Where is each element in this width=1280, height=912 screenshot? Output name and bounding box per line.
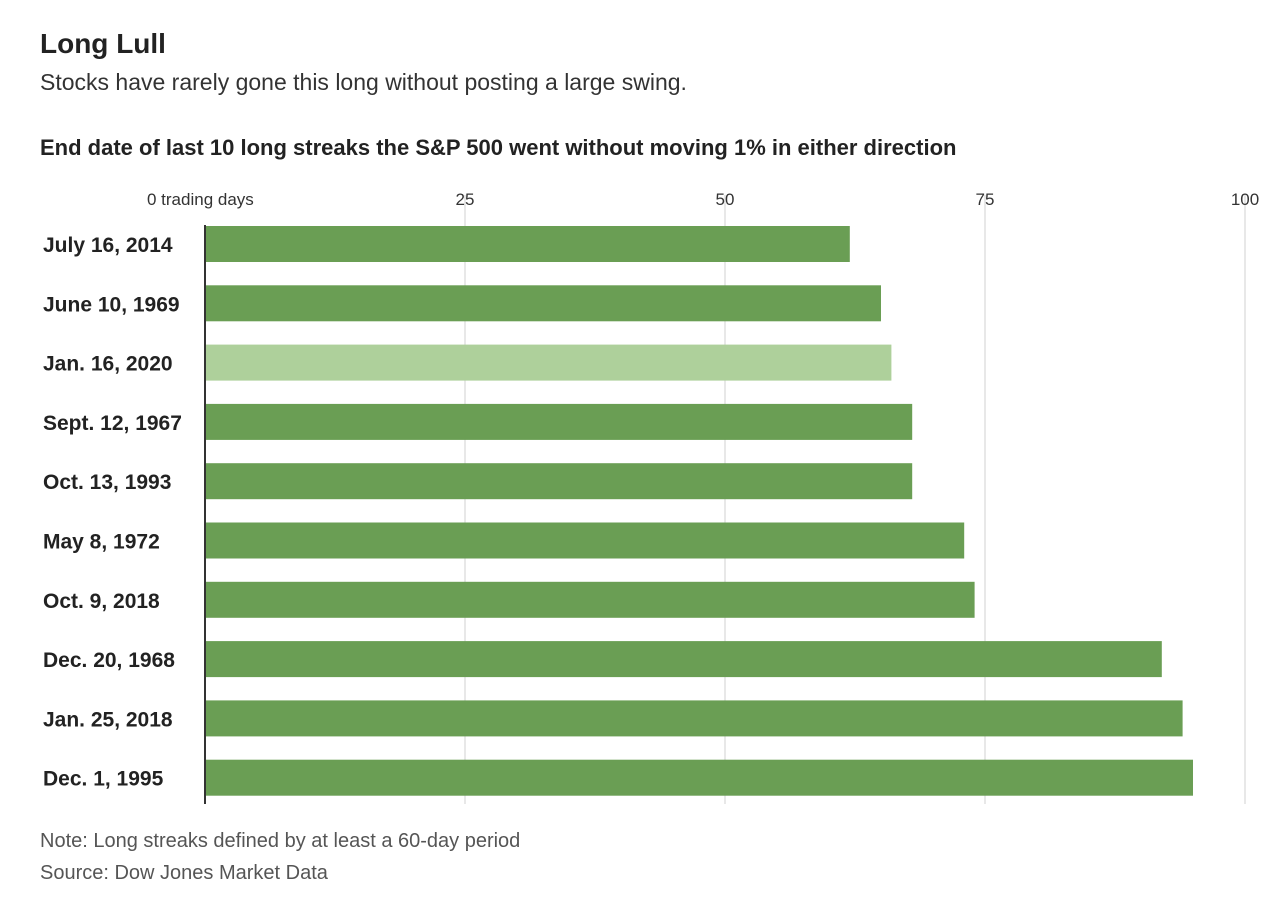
category-label: July 16, 2014 (43, 234, 173, 257)
category-label: Dec. 20, 1968 (43, 649, 175, 672)
category-label: Jan. 16, 2020 (43, 353, 173, 376)
bar-chart: 0 trading days 25 50 75 100 July 16, 2014 Jun… (43, 190, 1259, 804)
source-note: Source: Dow Jones Market Data (40, 862, 328, 884)
category-label: May 8, 1972 (43, 531, 160, 554)
bar (205, 463, 913, 500)
category-label: Jan. 25, 2018 (43, 708, 173, 731)
category-label: Sept. 12, 1967 (43, 412, 182, 435)
category-label: June 10, 1969 (43, 293, 180, 316)
bar (205, 285, 881, 322)
bar (205, 700, 1183, 737)
x-tick-label: 25 (456, 190, 475, 209)
x-tick-label: 75 (976, 190, 995, 209)
footnote: Note: Long streaks defined by at least a… (40, 830, 521, 852)
chart-title: End date of last 10 long streaks the S&P… (40, 135, 957, 160)
category-labels: July 16, 2014 June 10, 1969 Jan. 16, 2020 S… (43, 234, 182, 791)
bar (205, 581, 975, 618)
bar (205, 641, 1162, 678)
bar (205, 759, 1193, 796)
x-tick-label: 50 (716, 190, 735, 209)
x-tick-label: 100 (1231, 190, 1259, 209)
category-label: Oct. 13, 1993 (43, 471, 171, 494)
page-title: Long Lull (40, 28, 166, 59)
bar (205, 226, 850, 262)
category-label: Dec. 1, 1995 (43, 768, 164, 791)
category-label: Oct. 9, 2018 (43, 590, 160, 613)
bar (205, 522, 965, 559)
x-tick-label: 0 trading days (147, 190, 254, 209)
bars (205, 226, 1193, 796)
bar (205, 344, 892, 381)
page-subtitle: Stocks have rarely gone this long withou… (40, 69, 687, 95)
x-axis-ticks: 0 trading days 25 50 75 100 (147, 190, 1259, 209)
bar (205, 403, 913, 440)
